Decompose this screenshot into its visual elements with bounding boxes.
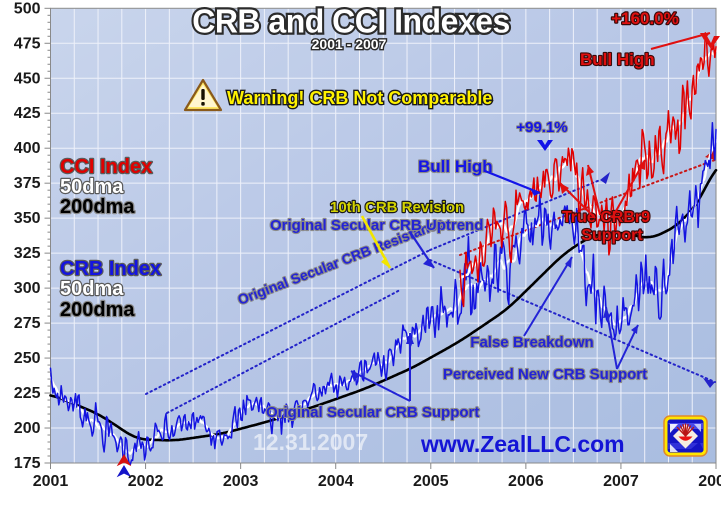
svg-text:2005: 2005 [413,473,449,490]
svg-text:True CRBr9: True CRBr9 [562,209,650,226]
svg-text:Bull High: Bull High [580,50,655,69]
svg-text:275: 275 [14,315,41,332]
svg-text:10th CRB Revision: 10th CRB Revision [330,199,464,216]
svg-text:+160.0%: +160.0% [611,9,679,28]
svg-text:200dma: 200dma [60,196,135,218]
svg-text:CRB and CCI Indexes: CRB and CCI Indexes [192,2,510,40]
svg-text:200: 200 [14,420,41,437]
svg-text:450: 450 [14,70,41,87]
svg-text:+99.1%: +99.1% [516,119,567,136]
svg-text:175: 175 [14,455,41,472]
svg-text:250: 250 [14,350,41,367]
svg-text:50dma: 50dma [60,278,124,300]
svg-text:False Breakdown: False Breakdown [470,334,593,351]
svg-text:375: 375 [14,175,41,192]
svg-text:2001 - 2007: 2001 - 2007 [312,36,387,52]
svg-text:400: 400 [14,140,41,157]
svg-text:2007: 2007 [603,473,639,490]
svg-text:CRB Index: CRB Index [60,258,161,280]
svg-text:225: 225 [14,385,41,402]
svg-text:425: 425 [14,105,41,122]
svg-text:350: 350 [14,210,41,227]
svg-text:Support: Support [581,227,643,244]
svg-text:2004: 2004 [318,473,354,490]
svg-text:50dma: 50dma [60,176,124,198]
svg-text:300: 300 [14,280,41,297]
svg-text:200dma: 200dma [60,299,135,321]
svg-text:CCI Index: CCI Index [60,156,152,178]
svg-text:2008: 2008 [698,473,721,490]
svg-text:2006: 2006 [508,473,544,490]
svg-text:2003: 2003 [223,473,259,490]
svg-text:Original Secular CRB Uptrend: Original Secular CRB Uptrend [270,217,483,234]
svg-text:2002: 2002 [128,473,164,490]
svg-text:325: 325 [14,245,41,262]
svg-text:Bull High: Bull High [418,157,493,176]
svg-text:www.ZealLLC.com: www.ZealLLC.com [420,431,625,457]
svg-text:475: 475 [14,35,41,52]
svg-text:500: 500 [14,0,41,17]
svg-text:12.31.2007: 12.31.2007 [253,429,368,455]
svg-text:2001: 2001 [33,473,69,490]
svg-text:Original Secular CRB Support: Original Secular CRB Support [266,404,479,421]
svg-text:Warning! CRB Not Comparable: Warning! CRB Not Comparable [227,88,492,108]
